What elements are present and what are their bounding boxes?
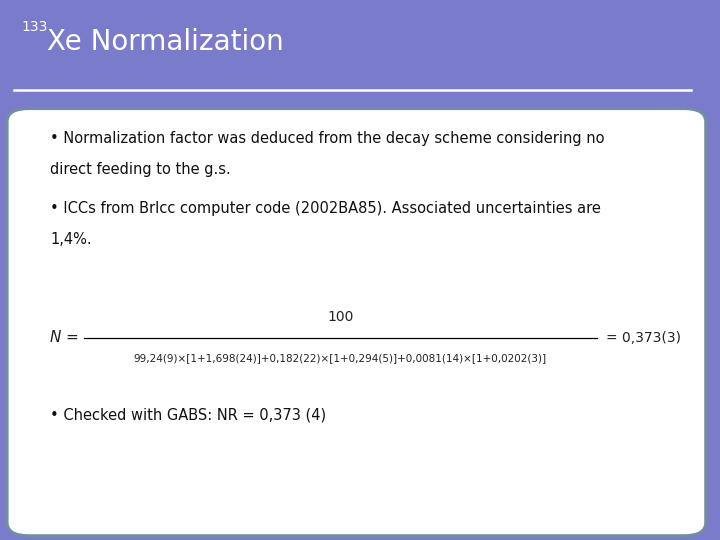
Text: $N\,=$: $N\,=$ <box>49 329 78 346</box>
Text: • ICCs from BrIcc computer code (2002BA85). Associated uncertainties are: • ICCs from BrIcc computer code (2002BA8… <box>50 201 601 216</box>
Text: Xe Normalization: Xe Normalization <box>47 28 284 56</box>
Text: direct feeding to the g.s.: direct feeding to the g.s. <box>50 161 231 177</box>
Text: • Checked with GABS: NR = 0,373 (4): • Checked with GABS: NR = 0,373 (4) <box>50 408 327 423</box>
FancyBboxPatch shape <box>7 109 706 536</box>
Text: 1,4%.: 1,4%. <box>50 232 92 247</box>
Text: = 0,373(3): = 0,373(3) <box>606 330 681 345</box>
Text: 100: 100 <box>327 310 354 324</box>
Text: • Normalization factor was deduced from the decay scheme considering no: • Normalization factor was deduced from … <box>50 131 605 146</box>
Text: 99,24(9)×[1+1,698(24)]+0,182(22)×[1+0,294(5)]+0,0081(14)×[1+0,0202(3)]: 99,24(9)×[1+1,698(24)]+0,182(22)×[1+0,29… <box>134 353 546 363</box>
Text: 133: 133 <box>22 20 48 34</box>
